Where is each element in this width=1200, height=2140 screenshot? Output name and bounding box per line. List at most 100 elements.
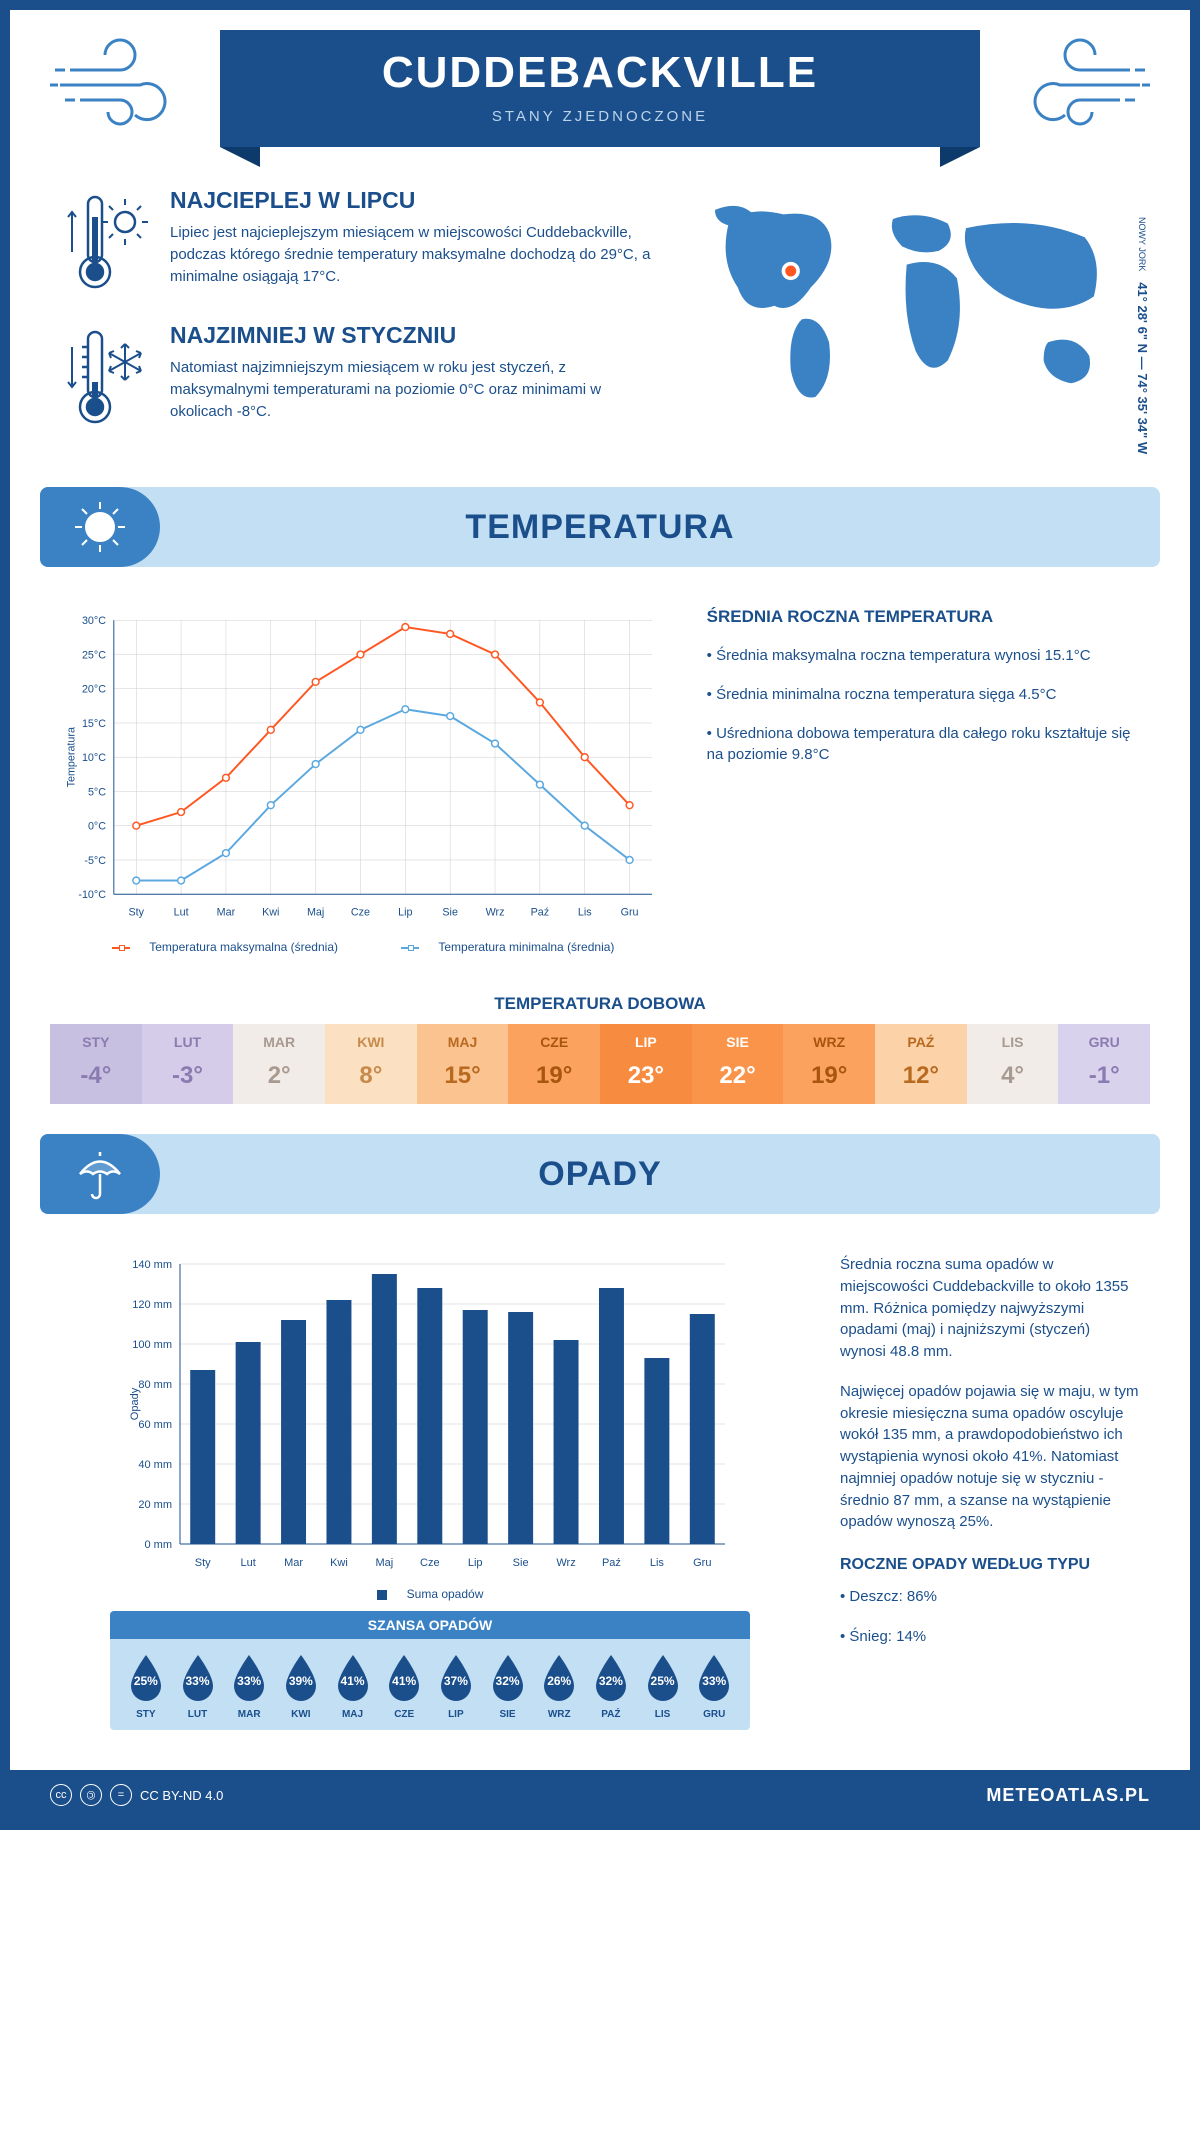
svg-text:20 mm: 20 mm: [138, 1499, 172, 1511]
chance-drop: 41%CZE: [378, 1653, 430, 1720]
temperature-summary: ŚREDNIA ROCZNA TEMPERATURA • Średnia mak…: [707, 607, 1140, 954]
chance-body: 25%STY33%LUT33%MAR39%KWI41%MAJ41%CZE37%L…: [110, 1639, 750, 1730]
infographic-page: CUDDEBACKVILLE STANY ZJEDNOCZONE: [0, 0, 1200, 1830]
svg-text:Paź: Paź: [602, 1557, 621, 1569]
svg-text:Maj: Maj: [376, 1557, 394, 1569]
daily-cell: GRU-1°: [1058, 1024, 1150, 1104]
daily-cell: PAŹ12°: [875, 1024, 967, 1104]
chance-drop: 25%STY: [120, 1653, 172, 1720]
svg-text:-10°C: -10°C: [78, 889, 106, 901]
precip-type-title: ROCZNE OPADY WEDŁUG TYPU: [840, 1553, 1140, 1576]
thermometer-hot-icon: [60, 187, 150, 297]
precip-p2: Najwięcej opadów pojawia się w maju, w t…: [840, 1381, 1140, 1533]
coordinates: NOWY JORK 41° 28' 6" N — 74° 35' 34" W: [1135, 217, 1150, 454]
nd-icon: =: [110, 1784, 132, 1806]
facts-column: NAJCIEPLEJ W LIPCU Lipiec jest najcieple…: [60, 187, 653, 457]
wind-icon-right: [1000, 30, 1150, 130]
svg-text:Kwi: Kwi: [330, 1557, 348, 1569]
svg-text:Gru: Gru: [693, 1557, 711, 1569]
daily-cell: CZE19°: [508, 1024, 600, 1104]
temperature-header: TEMPERATURA: [40, 487, 1160, 567]
svg-text:Wrz: Wrz: [556, 1557, 575, 1569]
site-name: METEOATLAS.PL: [986, 1785, 1150, 1806]
temp-summary-title: ŚREDNIA ROCZNA TEMPERATURA: [707, 607, 1140, 627]
chance-title: SZANSA OPADÓW: [110, 1611, 750, 1639]
svg-text:Lut: Lut: [174, 907, 189, 919]
legend-max: Temperatura maksymalna (średnia): [149, 940, 338, 954]
chance-drop: 33%GRU: [688, 1653, 740, 1720]
page-header: CUDDEBACKVILLE STANY ZJEDNOCZONE: [10, 10, 1190, 157]
wind-icon-left: [50, 30, 200, 130]
temperature-chart-wrap: -10°C-5°C0°C5°C10°C15°C20°C25°C30°CStyLu…: [60, 607, 667, 954]
svg-text:Lis: Lis: [578, 907, 592, 919]
title-banner: CUDDEBACKVILLE STANY ZJEDNOCZONE: [220, 30, 980, 147]
cold-fact-text: NAJZIMNIEJ W STYCZNIU Natomiast najzimni…: [170, 322, 653, 432]
precip-chart-wrap: 0 mm20 mm40 mm60 mm80 mm100 mm120 mm140 …: [60, 1254, 800, 1760]
daily-cell: LUT-3°: [142, 1024, 234, 1104]
chance-drop: 39%KWI: [275, 1653, 327, 1720]
svg-text:10°C: 10°C: [82, 752, 106, 764]
chance-drop: 25%LIS: [637, 1653, 689, 1720]
temp-bullet-1: • Średnia minimalna roczna temperatura s…: [707, 684, 1140, 705]
svg-text:Cze: Cze: [351, 907, 370, 919]
daily-cell: LIP23°: [600, 1024, 692, 1104]
chance-drop: 32%SIE: [482, 1653, 534, 1720]
chance-drop: 33%LUT: [172, 1653, 224, 1720]
precip-summary: Średnia roczna suma opadów w miejscowośc…: [840, 1254, 1140, 1760]
svg-text:Gru: Gru: [621, 907, 639, 919]
svg-text:Sty: Sty: [128, 907, 144, 919]
precip-bar-chart: 0 mm20 mm40 mm60 mm80 mm100 mm120 mm140 …: [60, 1254, 800, 1574]
temperature-legend: Temperatura maksymalna (średnia) Tempera…: [60, 940, 667, 954]
temperature-content: -10°C-5°C0°C5°C10°C15°C20°C25°C30°CStyLu…: [10, 577, 1190, 984]
svg-text:Sie: Sie: [442, 907, 458, 919]
world-map: [683, 187, 1140, 437]
region-label: NOWY JORK: [1137, 217, 1147, 271]
hot-fact-text: NAJCIEPLEJ W LIPCU Lipiec jest najcieple…: [170, 187, 653, 297]
daily-cell: KWI8°: [325, 1024, 417, 1104]
svg-text:120 mm: 120 mm: [132, 1299, 172, 1311]
daily-cell: LIS4°: [967, 1024, 1059, 1104]
by-icon: 🄯: [80, 1784, 102, 1806]
svg-text:15°C: 15°C: [82, 718, 106, 730]
svg-text:80 mm: 80 mm: [138, 1379, 172, 1391]
daily-cell: WRZ19°: [783, 1024, 875, 1104]
map-column: NOWY JORK 41° 28' 6" N — 74° 35' 34" W: [683, 187, 1140, 457]
chance-table: SZANSA OPADÓW 25%STY33%LUT33%MAR39%KWI41…: [110, 1611, 750, 1730]
temperature-title: TEMPERATURA: [40, 508, 1160, 547]
svg-text:-5°C: -5°C: [84, 855, 106, 867]
precip-title: OPADY: [40, 1155, 1160, 1194]
chance-drop: 33%MAR: [223, 1653, 275, 1720]
coords-value: 41° 28' 6" N — 74° 35' 34" W: [1135, 282, 1150, 454]
svg-text:Wrz: Wrz: [486, 907, 505, 919]
precip-type-1: • Śnieg: 14%: [840, 1626, 1140, 1648]
chance-drop: 32%PAŹ: [585, 1653, 637, 1720]
page-footer: cc 🄯 = CC BY-ND 4.0 METEOATLAS.PL: [10, 1770, 1190, 1820]
svg-text:Lut: Lut: [240, 1557, 255, 1569]
svg-text:Temperatura: Temperatura: [66, 727, 78, 787]
svg-text:Opady: Opady: [129, 1387, 141, 1420]
svg-text:Mar: Mar: [217, 907, 236, 919]
chance-drop: 41%MAJ: [327, 1653, 379, 1720]
daily-cell: SIE22°: [692, 1024, 784, 1104]
svg-text:40 mm: 40 mm: [138, 1459, 172, 1471]
svg-text:Lip: Lip: [398, 907, 412, 919]
cc-icon: cc: [50, 1784, 72, 1806]
country-subtitle: STANY ZJEDNOCZONE: [220, 108, 980, 125]
temp-bullet-0: • Średnia maksymalna roczna temperatura …: [707, 645, 1140, 666]
intro-section: NAJCIEPLEJ W LIPCU Lipiec jest najcieple…: [10, 157, 1190, 477]
svg-text:5°C: 5°C: [88, 786, 106, 798]
temperature-line-chart: -10°C-5°C0°C5°C10°C15°C20°C25°C30°CStyLu…: [60, 607, 667, 927]
svg-text:Kwi: Kwi: [262, 907, 279, 919]
svg-text:Mar: Mar: [284, 1557, 303, 1569]
svg-text:Lip: Lip: [468, 1557, 483, 1569]
city-title: CUDDEBACKVILLE: [220, 48, 980, 98]
svg-text:100 mm: 100 mm: [132, 1339, 172, 1351]
legend-min: Temperatura minimalna (średnia): [438, 940, 614, 954]
svg-text:0 mm: 0 mm: [145, 1539, 173, 1551]
hot-fact-title: NAJCIEPLEJ W LIPCU: [170, 187, 653, 214]
precip-type-0: • Deszcz: 86%: [840, 1586, 1140, 1608]
cold-fact-title: NAJZIMNIEJ W STYCZNIU: [170, 322, 653, 349]
license-text: CC BY-ND 4.0: [140, 1788, 223, 1803]
precip-legend: Suma opadów: [60, 1587, 800, 1601]
svg-text:60 mm: 60 mm: [138, 1419, 172, 1431]
